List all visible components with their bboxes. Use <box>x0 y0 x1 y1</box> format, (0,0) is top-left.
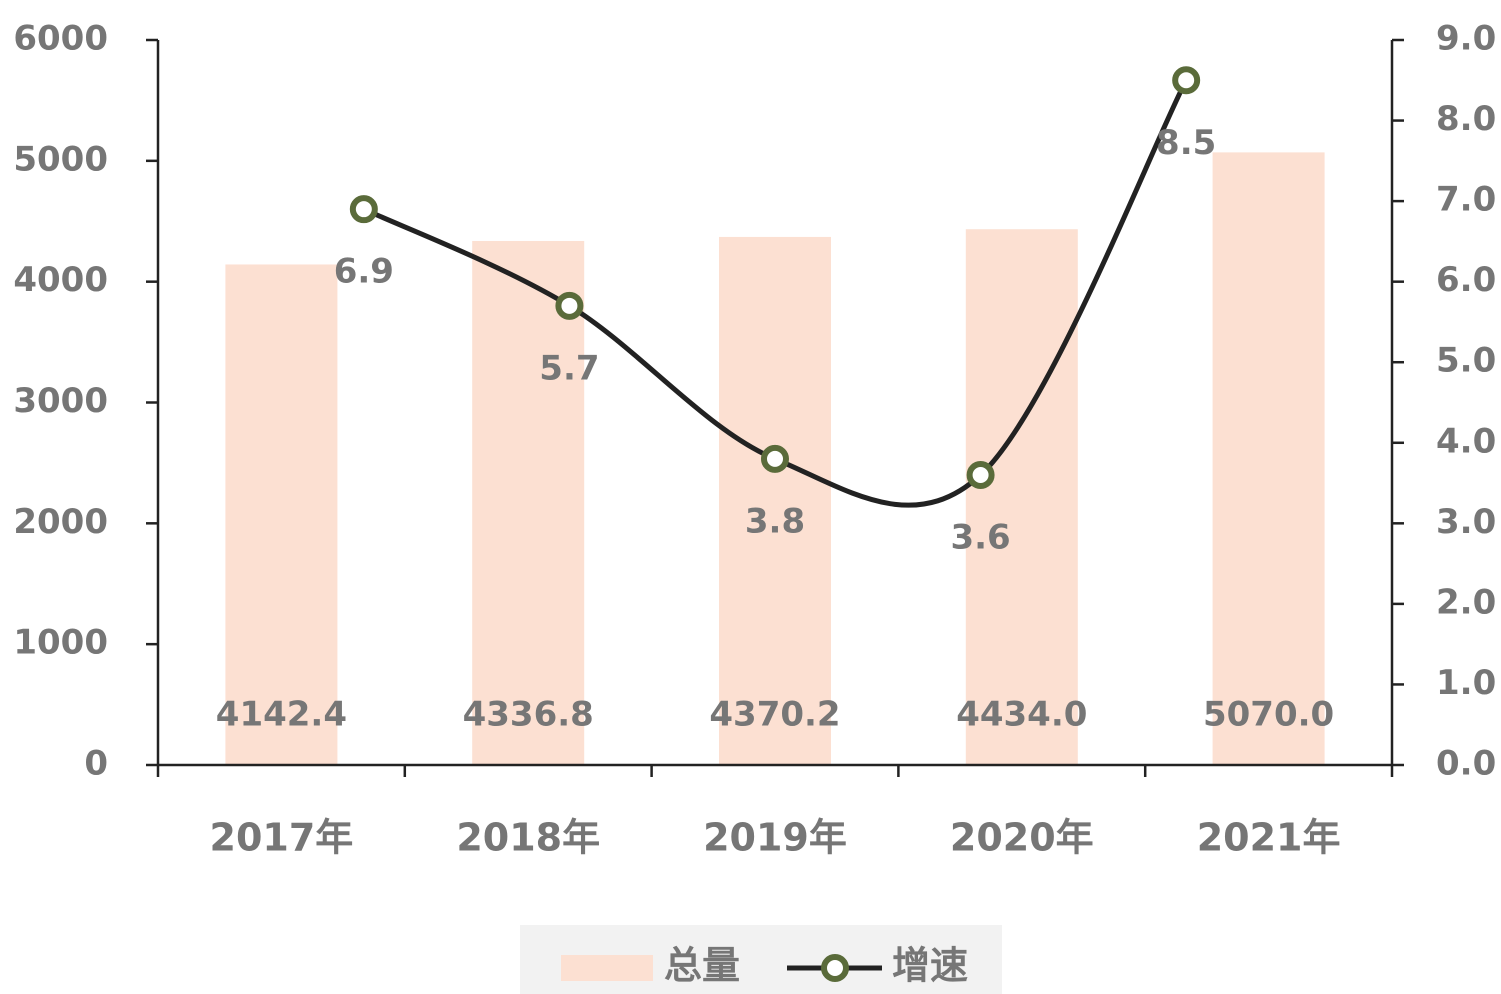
bar <box>719 236 831 765</box>
y2-tick-label: 7.0 <box>1436 180 1496 220</box>
y2-tick-label: 6.0 <box>1436 260 1496 300</box>
y2-tick-label: 0.0 <box>1436 744 1496 784</box>
line-marker <box>555 291 584 320</box>
line-marker <box>349 195 378 224</box>
y-tick-label: 2000 <box>13 502 108 542</box>
y-tick-label: 1000 <box>13 623 108 663</box>
line-marker <box>966 461 995 489</box>
line-value-label: 8.5 <box>1156 123 1216 163</box>
x-tick-label: 2021年 <box>1197 816 1341 860</box>
bar-value-label: 4370.2 <box>709 695 840 735</box>
line-value-label: 6.9 <box>334 252 394 292</box>
x-tick-label: 2020年 <box>950 816 1094 860</box>
legend-label: 增速 <box>892 944 968 988</box>
x-tick-label: 2017年 <box>210 816 354 860</box>
y2-tick-label: 4.0 <box>1436 421 1496 461</box>
bar <box>1212 152 1325 765</box>
y2-tick-label: 5.0 <box>1436 341 1496 381</box>
bar <box>472 240 585 766</box>
legend-label: 总量 <box>664 944 740 988</box>
line <box>362 79 1189 508</box>
y-tick-label: 4000 <box>13 260 108 300</box>
y2-tick-label: 8.0 <box>1436 99 1496 139</box>
legend-marker <box>821 954 849 982</box>
y-tick-label: 0 <box>84 744 108 784</box>
line-marker <box>761 444 789 473</box>
y-tick-label: 3000 <box>13 381 108 421</box>
x-tick-label: 2019年 <box>703 816 847 860</box>
bar-value-label: 5070.0 <box>1203 695 1334 735</box>
y2-tick-label: 1.0 <box>1436 663 1496 703</box>
y-tick-label: 5000 <box>13 139 108 179</box>
line-value-label: 3.8 <box>745 501 805 541</box>
bar <box>965 229 1078 766</box>
bar <box>225 264 338 765</box>
y2-tick-label: 2.0 <box>1436 582 1496 622</box>
bar-value-label: 4142.4 <box>216 695 347 735</box>
bar-value-label: 4434.0 <box>956 695 1087 735</box>
legend-swatch <box>561 955 653 981</box>
y2-tick-label: 3.0 <box>1436 502 1496 542</box>
bar-value-label: 4336.8 <box>463 695 594 735</box>
line-value-label: 5.7 <box>539 348 599 388</box>
y2-tick-label: 9.0 <box>1436 19 1496 59</box>
x-tick-label: 2018年 <box>456 816 600 860</box>
line-value-label: 3.6 <box>950 518 1010 558</box>
y-tick-label: 6000 <box>13 19 108 59</box>
line-marker <box>1172 66 1201 95</box>
